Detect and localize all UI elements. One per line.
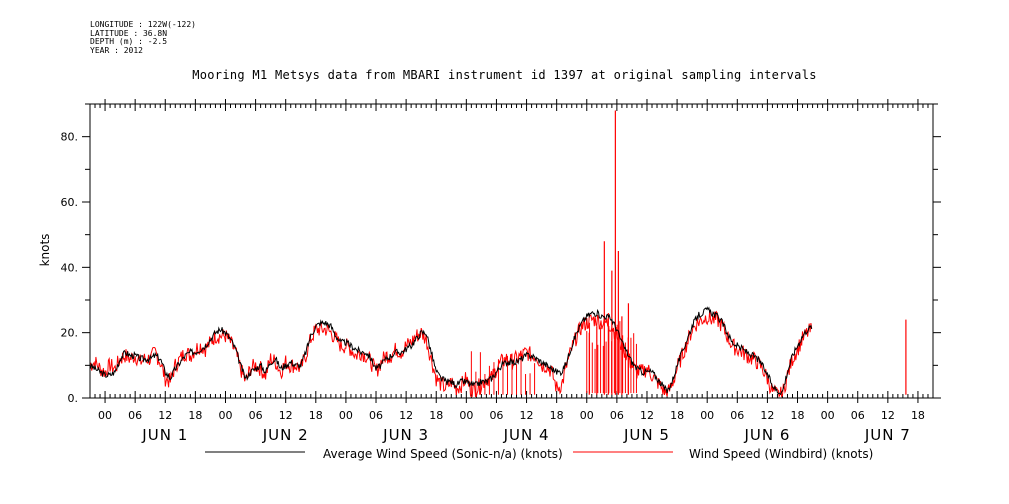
series-line bbox=[89, 306, 813, 396]
windbird-series bbox=[89, 110, 907, 399]
axis-ticks bbox=[82, 99, 941, 403]
x-tick-label: 18 bbox=[550, 409, 564, 422]
x-tick-label: 00 bbox=[218, 409, 232, 422]
longitude-line: LONGITUDE : 122W(-122) bbox=[90, 20, 196, 29]
x-tick-labels: 00 06 12 18 00 06 12 18 00 06 12 18 00 06 12 18 00 06 12 18… bbox=[98, 409, 925, 422]
y-tick-label: 40. bbox=[61, 261, 79, 274]
y-axis-label: knots bbox=[38, 234, 52, 267]
day-label: JUN 7 bbox=[864, 426, 911, 444]
x-tick-label: 00 bbox=[98, 409, 112, 422]
year-line: YEAR : 2012 bbox=[90, 45, 143, 55]
x-tick-label: 18 bbox=[670, 409, 684, 422]
x-tick-label: 18 bbox=[791, 409, 805, 422]
x-tick-label: 06 bbox=[369, 409, 383, 422]
legend-sonic-label: Average Wind Speed (Sonic-n/a) (knots) bbox=[323, 447, 563, 461]
x-tick-label: 12 bbox=[158, 409, 172, 422]
y-tick-label: 20. bbox=[61, 327, 79, 340]
x-tick-label: 18 bbox=[911, 409, 925, 422]
x-tick-label: 06 bbox=[489, 409, 503, 422]
y-tick-labels: 0. 20. 40. 60. 80. bbox=[61, 131, 79, 405]
y-tick-label: 0. bbox=[68, 392, 79, 405]
y-tick-label: 60. bbox=[61, 196, 79, 209]
x-tick-label: 00 bbox=[339, 409, 353, 422]
chart-title: Mooring M1 Metsys data from MBARI instru… bbox=[192, 68, 817, 82]
x-tick-label: 00 bbox=[700, 409, 714, 422]
x-tick-label: 12 bbox=[520, 409, 534, 422]
metadata-block: LONGITUDE : 122W(-122) LATITUDE : 36.8N … bbox=[90, 20, 196, 55]
legend-windbird-label: Wind Speed (Windbird) (knots) bbox=[689, 447, 873, 461]
legend: Average Wind Speed (Sonic-n/a) (knots) W… bbox=[205, 447, 873, 461]
x-tick-label: 00 bbox=[459, 409, 473, 422]
x-tick-label: 12 bbox=[640, 409, 654, 422]
x-tick-label: 12 bbox=[881, 409, 895, 422]
latitude-line: LATITUDE : 36.8N bbox=[90, 28, 168, 38]
x-tick-label: 06 bbox=[128, 409, 142, 422]
day-label: JUN 5 bbox=[623, 426, 670, 444]
x-tick-label: 12 bbox=[760, 409, 774, 422]
day-label: JUN 3 bbox=[382, 426, 429, 444]
x-tick-label: 06 bbox=[730, 409, 744, 422]
day-label: JUN 2 bbox=[262, 426, 309, 444]
x-tick-label: 18 bbox=[309, 409, 323, 422]
x-tick-label: 00 bbox=[821, 409, 835, 422]
sonic-series bbox=[89, 306, 813, 396]
x-tick-label: 18 bbox=[188, 409, 202, 422]
x-tick-label: 12 bbox=[279, 409, 293, 422]
x-tick-label: 06 bbox=[249, 409, 263, 422]
y-tick-label: 80. bbox=[61, 131, 79, 144]
depth-line: DEPTH (m) : -2.5 bbox=[90, 37, 168, 46]
x-tick-label: 12 bbox=[399, 409, 413, 422]
x-tick-label: 06 bbox=[851, 409, 865, 422]
plot-frame bbox=[89, 103, 934, 399]
day-label: JUN 1 bbox=[141, 426, 188, 444]
day-labels: JUN 1 JUN 2 JUN 3 JUN 4 JUN 5 JUN 6 JUN 7 bbox=[141, 426, 911, 444]
x-tick-label: 18 bbox=[429, 409, 443, 422]
day-label: JUN 4 bbox=[503, 426, 550, 444]
x-tick-label: 06 bbox=[610, 409, 624, 422]
x-tick-label: 00 bbox=[580, 409, 594, 422]
day-label: JUN 6 bbox=[743, 426, 790, 444]
